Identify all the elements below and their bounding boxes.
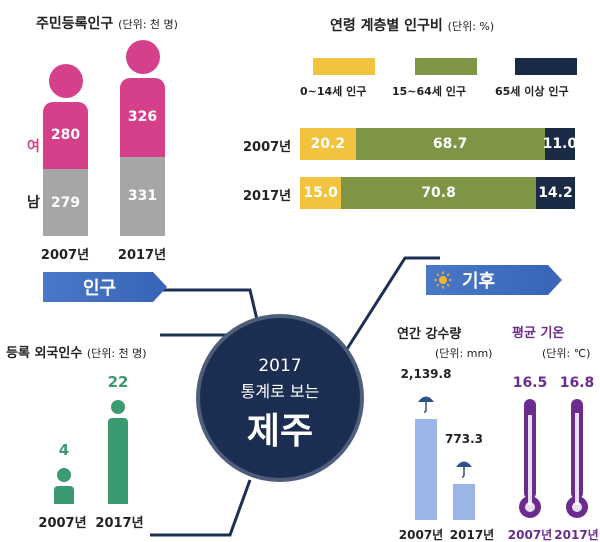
foreign-bar: [54, 486, 74, 504]
thermometer-icon: [566, 399, 588, 518]
female-bar: 280: [43, 101, 88, 170]
legend-swatch: [515, 58, 577, 75]
center-subtitle: 통계로 보는: [240, 382, 320, 401]
connector-climate: [338, 256, 440, 361]
temperature-year-2017: 2017년: [554, 528, 599, 542]
temperature-value-2017: 16.8: [559, 375, 595, 391]
rainfall-chart: 2,139.8 773.3: [395, 360, 500, 525]
rainfall-bar: [453, 483, 475, 520]
male-bar: 279: [43, 169, 88, 236]
ratio-segment: 11.0: [543, 128, 577, 160]
center-title: 제주: [246, 411, 314, 452]
rainfall-year-2007: 2007년: [398, 528, 444, 542]
foreign-bar: [108, 418, 128, 504]
population-year-2007: 2007년: [40, 248, 90, 263]
umbrella-icon: [456, 461, 472, 478]
climate-banner-label: 기후: [462, 271, 496, 292]
foreign-title: 등록 외국인수 (단위: 천 명): [6, 342, 147, 361]
age-ratio-title-text: 연령 계층별 인구비: [330, 18, 443, 34]
person-head-icon: [125, 40, 160, 75]
temperature-title: 평균 기온: [512, 326, 565, 341]
population-banner: 인구: [43, 272, 167, 302]
rainfall-title: 연간 강수량: [397, 327, 462, 342]
temperature-value-2007: 16.5: [512, 375, 548, 391]
thermometers: [519, 399, 588, 518]
ratio-segment: 14.2: [535, 177, 575, 209]
rainfall-unit: (단위: mm): [435, 347, 493, 360]
foreign-chart: 4 22: [0, 360, 200, 510]
legend-swatch: [415, 58, 477, 75]
sun-icon: [434, 271, 452, 289]
male-label: 남: [27, 195, 40, 211]
ratio-segment: 68.7: [355, 128, 545, 160]
legend-swatch: [313, 58, 375, 75]
rainfall-year-2017: 2017년: [449, 528, 495, 542]
center-circle: 2017 통계로 보는 제주: [200, 318, 360, 478]
foreign-value: 4: [58, 441, 70, 459]
population-banner-label: 인구: [83, 278, 117, 299]
population-unit: (단위: 천 명): [118, 18, 178, 31]
male-bar: 331: [120, 156, 165, 236]
legend-label: 65세 이상 인구: [495, 85, 569, 98]
foreign-year-2017: 2017년: [95, 516, 144, 531]
age-ratio-unit: (단위: %): [447, 20, 495, 33]
legend-label: 15~64세 인구: [392, 85, 467, 98]
age-ratio-title: 연령 계층별 인구비 (단위: %): [330, 15, 494, 35]
female-bar: 326: [120, 78, 165, 157]
rainfall-value: 2,139.8: [400, 367, 452, 382]
center-year: 2017: [258, 356, 302, 376]
climate-banner: 기후: [426, 265, 562, 295]
connector-bottom: [150, 479, 252, 537]
foreign-value: 22: [107, 373, 129, 392]
population-year-2017: 2017년: [117, 248, 167, 263]
ratio-year-label: 2017년: [243, 189, 292, 204]
person-head-icon: [111, 400, 125, 415]
foreign-title-text: 등록 외국인수: [6, 346, 83, 361]
ratio-segment: 20.2: [300, 128, 356, 160]
temperature-year-2007: 2007년: [507, 528, 553, 542]
thermometer-icon: [519, 399, 541, 518]
rainfall-bar: [415, 419, 437, 520]
foreign-year-2007: 2007년: [38, 516, 87, 531]
person-head-icon: [48, 63, 83, 98]
foreign-unit: (단위: 천 명): [86, 347, 147, 360]
population-chart: 279 280 331 326: [0, 40, 200, 265]
ratio-segment: 70.8: [341, 177, 536, 209]
person-head-icon: [57, 468, 71, 482]
female-label: 여: [27, 139, 40, 155]
umbrella-icon: [418, 396, 434, 414]
ratio-year-label: 2007년: [243, 140, 292, 155]
population-title-text: 주민등록인구: [36, 16, 114, 32]
legend-label: 0~14세 인구: [300, 85, 367, 98]
temperature-unit: (단위: ℃): [542, 347, 591, 360]
population-title: 주민등록인구 (단위: 천 명): [36, 13, 178, 33]
ratio-segment: 15.0: [300, 177, 342, 209]
rainfall-value: 773.3: [445, 431, 483, 446]
